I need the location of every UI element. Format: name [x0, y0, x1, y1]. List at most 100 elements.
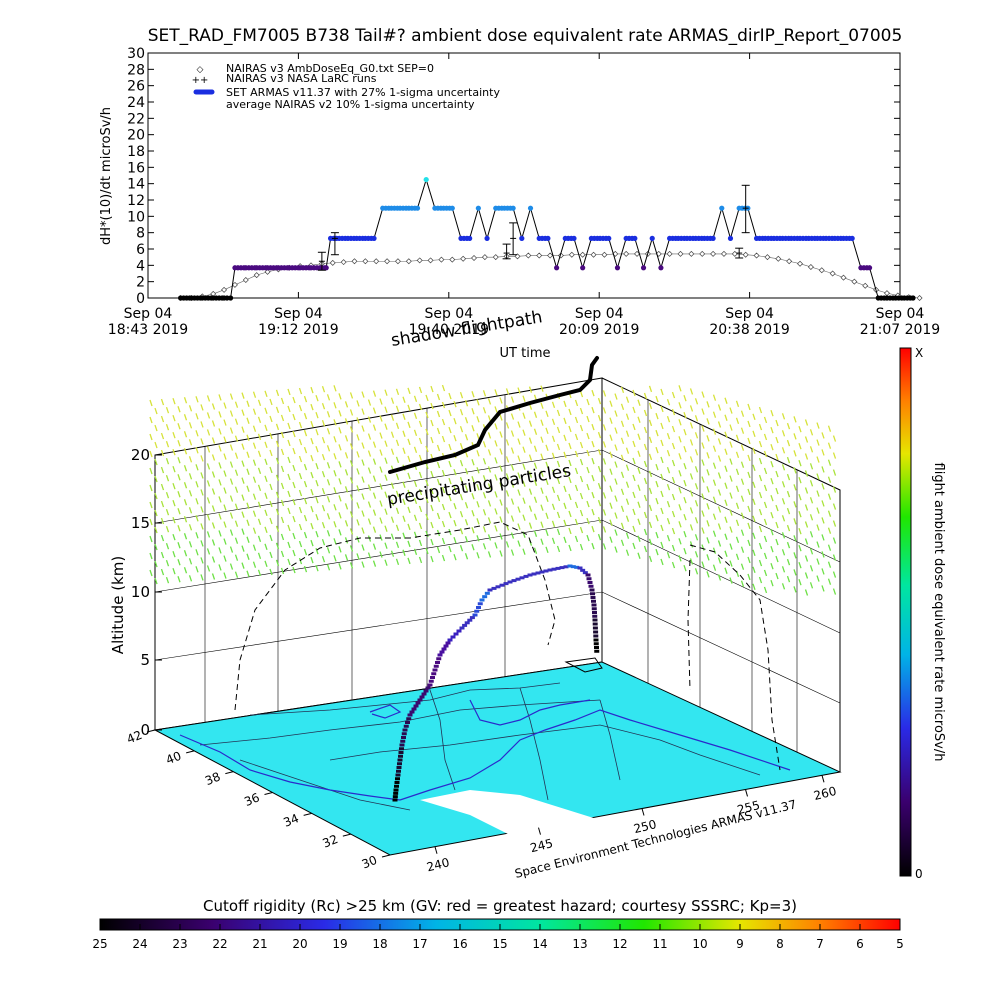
nairas-point	[590, 251, 597, 258]
particle-dash	[384, 525, 388, 532]
armas-point	[849, 235, 855, 241]
particle-dash	[632, 508, 636, 516]
particle-dash	[326, 411, 331, 418]
particle-dash	[200, 421, 204, 428]
particle-dash	[310, 437, 314, 445]
particle-dash	[183, 431, 188, 438]
particle-dash	[701, 391, 705, 398]
particle-dash	[487, 500, 492, 507]
particle-dash	[234, 537, 239, 544]
particle-dash	[402, 549, 406, 556]
particle-dash	[781, 447, 786, 454]
particle-dash	[395, 558, 400, 565]
track-point	[535, 571, 541, 575]
particle-dash	[786, 456, 791, 464]
particle-dash	[586, 517, 590, 525]
particle-dash	[448, 409, 452, 417]
particle-dash	[218, 479, 222, 486]
particle-dash	[241, 528, 245, 535]
track-point	[396, 769, 401, 773]
particle-dash	[689, 439, 694, 446]
particle-dash	[223, 504, 227, 511]
particle-dash	[729, 509, 733, 516]
plot-frame	[147, 52, 901, 299]
particle-dash	[625, 413, 630, 420]
particle-dash	[522, 412, 526, 419]
y-tick-label: 10	[127, 209, 145, 225]
particle-dash	[586, 398, 590, 406]
particle-dash	[338, 461, 342, 468]
particle-dash	[287, 524, 291, 532]
particle-dash	[211, 556, 216, 563]
particle-dash	[372, 441, 377, 448]
particle-dash	[195, 430, 199, 437]
particle-dash	[206, 514, 211, 521]
particle-dash	[229, 512, 234, 519]
particle-dash	[234, 469, 239, 476]
particle-dash	[275, 474, 280, 482]
particle-dash	[510, 498, 515, 505]
particle-dash	[356, 468, 360, 475]
track-point	[591, 607, 597, 611]
track-point	[551, 567, 557, 571]
armas-point	[323, 265, 329, 271]
particle-dash	[556, 511, 561, 519]
particle-dash	[701, 425, 705, 432]
track-point	[399, 747, 404, 751]
legend-diamond-marker: ◇	[197, 65, 204, 75]
particle-dash	[545, 512, 549, 520]
particle-dash	[683, 530, 687, 538]
particle-dash	[694, 551, 699, 558]
particle-dash	[287, 388, 291, 396]
particle-dash	[809, 480, 814, 487]
particle-dash	[195, 498, 199, 505]
particle-dash	[798, 443, 802, 450]
particle-dash	[729, 526, 733, 533]
particle-dash	[574, 484, 579, 492]
particle-dash	[257, 501, 262, 509]
particle-dash	[804, 521, 809, 528]
particle-dash	[344, 452, 349, 459]
particle-dash	[223, 555, 227, 562]
nairas-point	[688, 250, 695, 257]
track-point	[590, 592, 595, 596]
nairas-point	[786, 258, 793, 265]
particle-dash	[494, 423, 498, 430]
particle-dash	[528, 522, 533, 529]
particle-dash	[287, 422, 291, 430]
particle-dash	[717, 574, 722, 581]
particle-dash	[510, 464, 515, 471]
nairas-point	[221, 286, 228, 293]
particle-dash	[172, 499, 176, 507]
particle-dash	[798, 460, 802, 467]
particle-dash	[556, 545, 561, 553]
particle-dash	[321, 504, 326, 512]
map-white-region	[420, 790, 600, 860]
particle-dash	[407, 387, 411, 395]
particle-dash	[551, 452, 556, 460]
armas-point	[580, 265, 586, 271]
particle-dash	[706, 554, 710, 561]
particle-dash	[786, 490, 791, 498]
particle-dash	[752, 447, 756, 455]
particle-dash	[206, 548, 211, 555]
particle-dash	[786, 473, 791, 481]
particle-dash	[418, 556, 423, 564]
particle-dash	[379, 551, 383, 558]
particle-dash	[333, 470, 337, 477]
particle-dash	[459, 408, 464, 416]
particle-dash	[689, 422, 694, 429]
particle-dash	[522, 463, 526, 470]
particle-dash	[625, 430, 630, 437]
particle-dash	[522, 446, 526, 453]
particle-dash	[660, 541, 664, 549]
particle-dash	[579, 441, 584, 449]
particle-dash	[149, 433, 153, 441]
longitude-tick-mark	[821, 775, 825, 783]
particle-dash	[165, 542, 170, 550]
particle-dash	[448, 545, 452, 553]
particle-dash	[275, 406, 280, 414]
particle-dash	[476, 399, 480, 406]
particle-dash	[464, 417, 469, 424]
particle-dash	[643, 426, 648, 434]
